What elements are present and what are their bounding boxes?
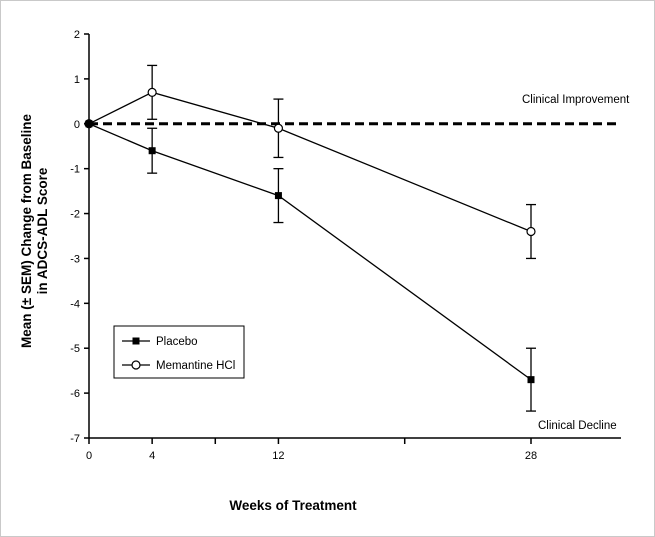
placebo-marker-icon <box>132 337 140 345</box>
y-tick-label: -7 <box>70 433 80 445</box>
memantine-marker-icon <box>131 360 141 370</box>
memantine-data-point <box>147 87 157 97</box>
y-axis-title-line1: Mean (± SEM) Change from Baseline <box>19 114 34 348</box>
y-tick-label: 2 <box>74 29 80 41</box>
y-tick-label: -3 <box>70 253 80 265</box>
memantine-legend-label: Memantine HCl <box>156 360 235 372</box>
axes-layer: 2 1 0 -1 -2 -3 -4 -5 -6 -7 0 4 12 28 <box>70 29 621 462</box>
series-layer <box>84 64 536 412</box>
clinical-improvement-label: Clinical Improvement <box>522 94 630 106</box>
memantine-data-point <box>526 226 536 237</box>
placebo-data-point <box>527 376 535 384</box>
legend: Placebo Memantine HCl <box>113 325 245 379</box>
memantine-data-point <box>273 123 284 133</box>
y-tick-label: -6 <box>70 388 80 400</box>
y-axis-title-line2: in ADCS-ADL Score <box>35 167 50 294</box>
y-tick-label: 0 <box>74 119 80 131</box>
placebo-data-point <box>274 192 282 200</box>
series-line <box>88 91 532 233</box>
x-tick-label: 28 <box>525 450 537 462</box>
series-line <box>88 123 532 381</box>
x-tick-label: 4 <box>149 450 155 462</box>
placebo-data-point <box>85 120 93 128</box>
placebo-data-point <box>148 147 156 155</box>
placebo-legend-label: Placebo <box>156 336 198 348</box>
x-tick-label: 12 <box>272 450 284 462</box>
x-axis-title: Weeks of Treatment <box>229 498 357 513</box>
x-tick-label: 0 <box>86 450 92 462</box>
y-tick-label: -5 <box>70 343 80 355</box>
y-tick-label: 1 <box>74 74 80 86</box>
y-tick-label: -4 <box>70 298 80 310</box>
clinical-decline-label: Clinical Decline <box>538 420 617 432</box>
y-tick-label: -2 <box>70 209 80 221</box>
y-tick-label: -1 <box>70 164 80 176</box>
